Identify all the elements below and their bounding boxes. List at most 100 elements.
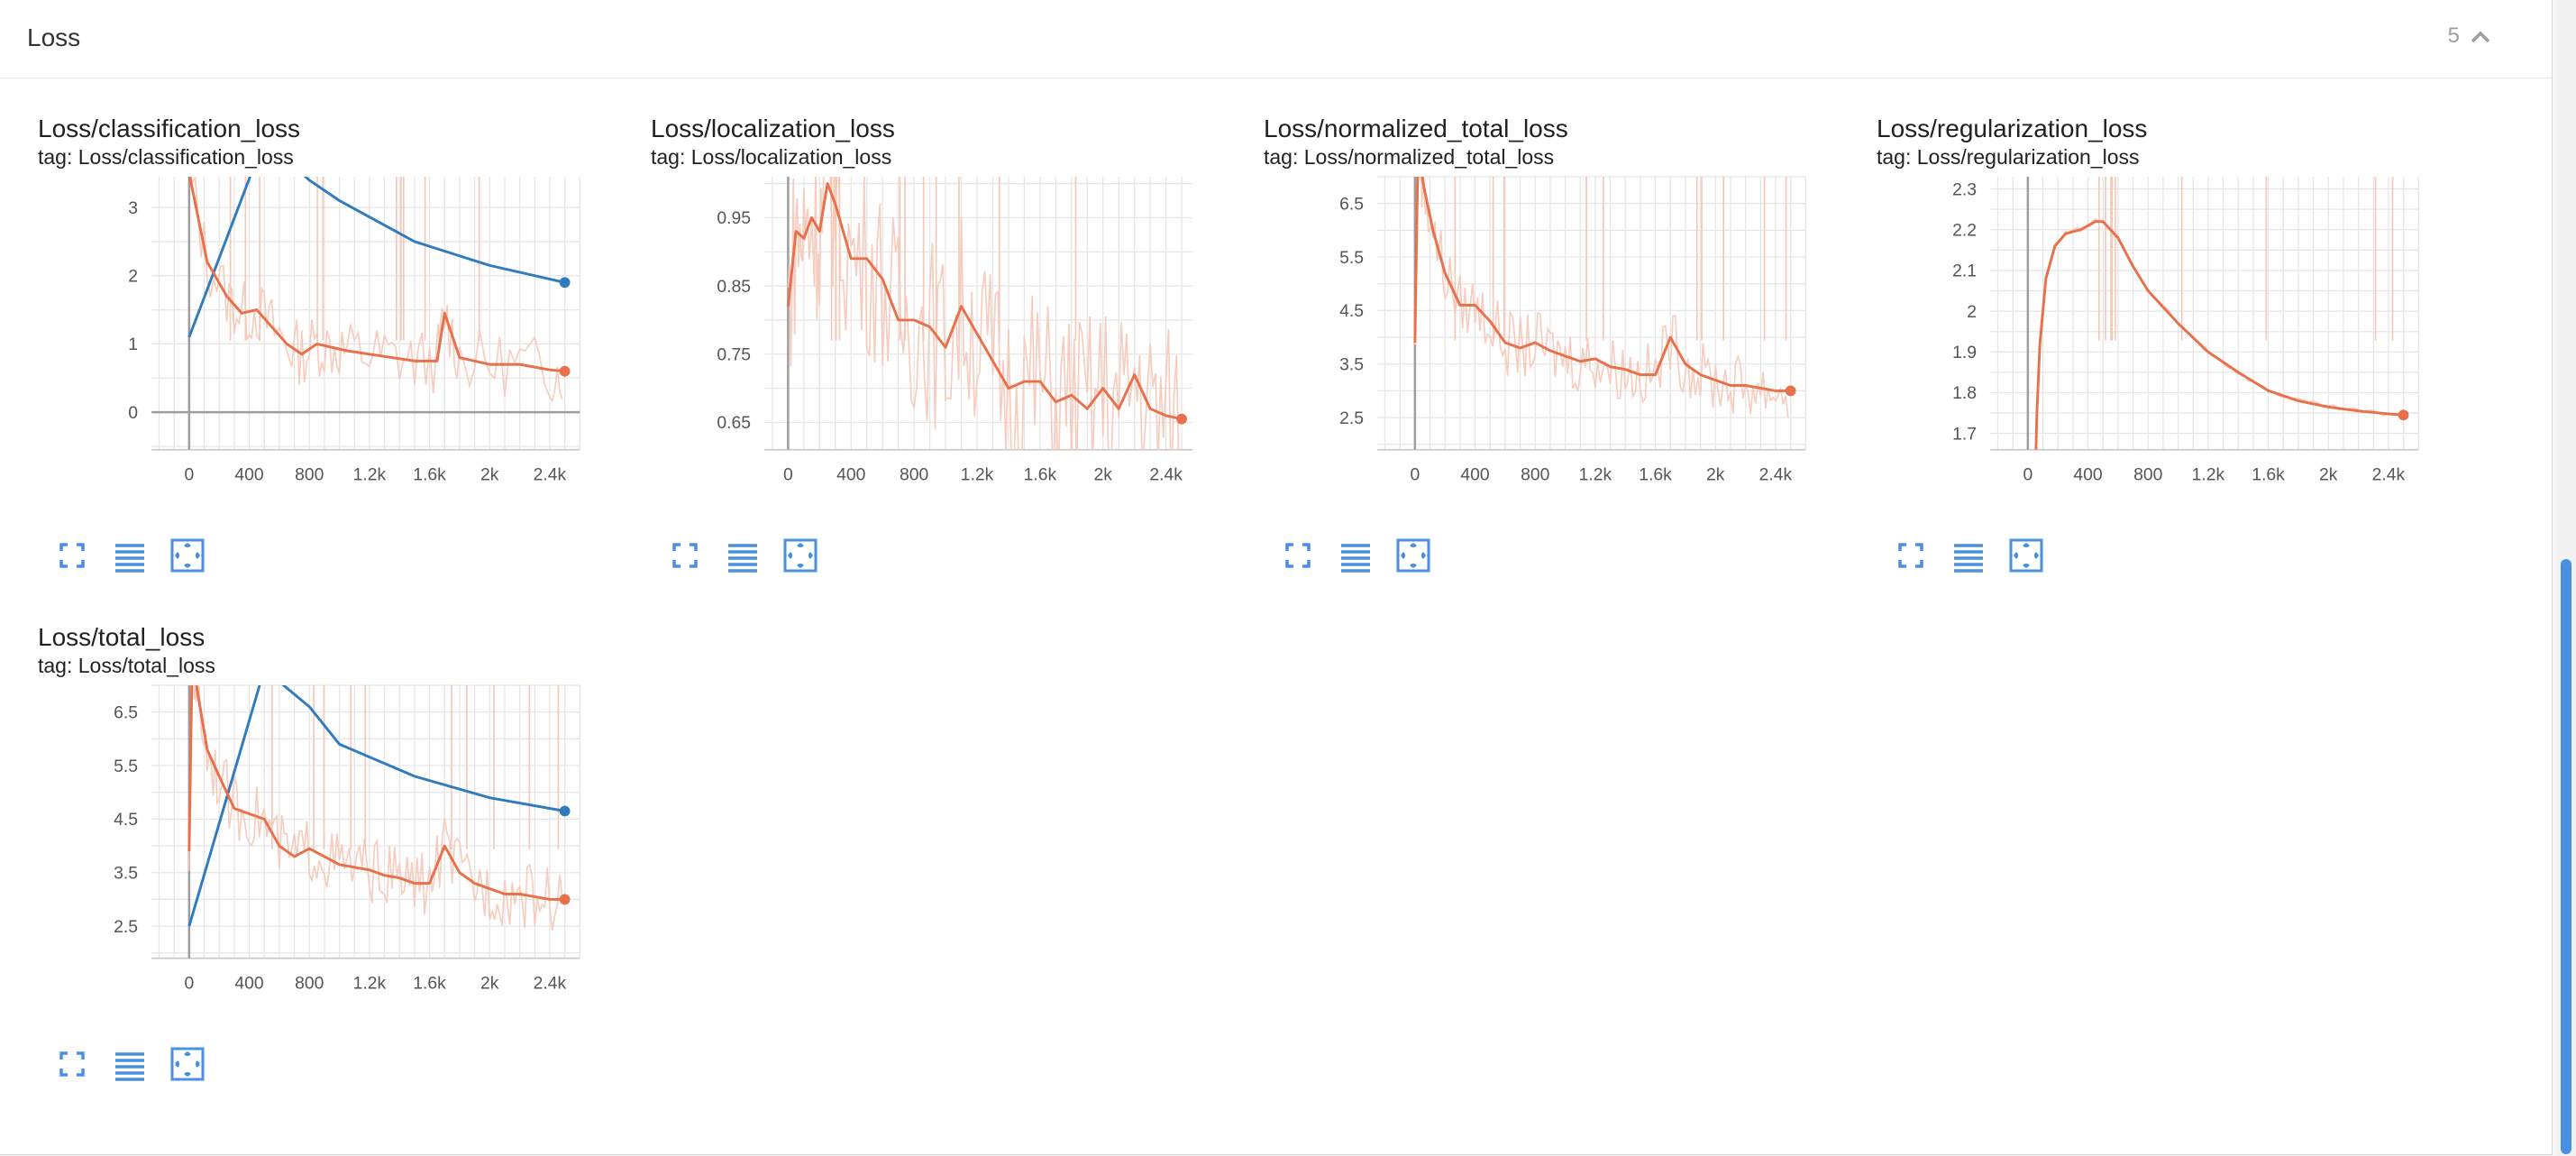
x-tick-label: 800	[1521, 464, 1549, 484]
plot-area	[2034, 177, 2404, 450]
smoothed-series-line	[2034, 220, 2404, 450]
x-tick-label: 1.2k	[353, 973, 387, 993]
list-icon[interactable]	[1338, 537, 1374, 573]
x-tick-label: 2.4k	[1149, 464, 1183, 484]
chart-regularization-loss[interactable]: 0 400 800 1.2k 1.6k 2k 2.4k 1.7 1.8 1.9 2 2.1 2.2 2.3	[1866, 177, 2479, 510]
fit-domain-icon[interactable]	[169, 537, 206, 573]
x-tick-label: 0	[184, 464, 194, 484]
y-tick-label: 4.5	[114, 810, 138, 830]
smoothed-series-line	[786, 182, 1183, 421]
x-tick-label: 2.4k	[534, 973, 567, 993]
x-tick-label: 800	[900, 464, 928, 484]
chart-panel-regularization-loss: Loss/regularization_loss tag: Loss/regul…	[1866, 114, 2479, 592]
x-tick-label: 0	[1410, 464, 1420, 484]
x-tick-label: 1.2k	[1579, 464, 1612, 484]
chart-panel-localization-loss: Loss/localization_loss tag: Loss/localiz…	[640, 114, 1253, 592]
x-tick-label: 0	[783, 464, 793, 484]
fit-domain-icon[interactable]	[1395, 537, 1431, 573]
chart-panel-classification-loss: Loss/classification_loss tag: Loss/class…	[27, 114, 640, 592]
y-tick-label: 0.95	[717, 208, 751, 228]
blue-series-end-point	[559, 277, 571, 289]
x-tick-label: 2k	[480, 973, 499, 993]
y-tick-label: 3	[128, 198, 138, 218]
chart-localization-loss[interactable]: 0 400 800 1.2k 1.6k 2k 2.4k 0.65 0.75 0.85 0.95	[640, 177, 1253, 510]
y-tick-label: 1.9	[1952, 343, 1977, 362]
chart-tag: tag: Loss/classification_loss	[38, 145, 294, 169]
smoothed-series-line	[188, 177, 565, 373]
fullscreen-icon[interactable]	[54, 1046, 90, 1082]
smoothed-series-line	[1413, 177, 1791, 392]
fit-domain-icon[interactable]	[782, 537, 818, 573]
smoothed-series-end-point	[2398, 409, 2409, 421]
chart-title: Loss/classification_loss	[38, 115, 301, 142]
section-header[interactable]: Loss 5	[0, 0, 2552, 78]
blue-series-line	[187, 685, 565, 927]
x-tick-label: 800	[2133, 464, 2162, 484]
y-tick-label: 2.5	[1339, 408, 1364, 428]
x-tick-label: 2k	[480, 464, 499, 484]
x-tick-label: 0	[184, 973, 194, 993]
scrollbar-thumb[interactable]	[2561, 559, 2571, 1154]
x-tick-label: 1.6k	[1024, 464, 1057, 484]
fit-domain-icon[interactable]	[2008, 537, 2044, 573]
y-tick-label: 6.5	[114, 702, 138, 722]
x-tick-label: 2.4k	[534, 464, 567, 484]
x-tick-label: 2k	[2319, 464, 2338, 484]
x-tick-label: 2.4k	[2372, 464, 2406, 484]
raw-series-line	[787, 177, 1180, 450]
plot-area	[187, 177, 565, 404]
y-tick-label: 2.2	[1952, 220, 1977, 240]
y-tick-label: 1.7	[1952, 424, 1977, 444]
chevron-up-icon[interactable]	[2465, 22, 2496, 52]
smoothed-series-end-point	[559, 365, 571, 377]
y-tick-label: 3.5	[1339, 354, 1364, 374]
fullscreen-icon[interactable]	[54, 537, 90, 573]
section-count: 5	[2447, 23, 2460, 48]
chart-tag: tag: Loss/localization_loss	[651, 145, 892, 169]
raw-series-line	[188, 685, 563, 931]
y-tick-label: 6.5	[1339, 194, 1364, 214]
plot-area	[187, 685, 565, 931]
y-tick-label: 0	[128, 403, 138, 423]
chart-title: Loss/localization_loss	[651, 115, 895, 142]
section-title: Loss	[27, 23, 81, 51]
x-tick-label: 400	[836, 464, 865, 484]
chart-panel-normalized-total-loss: Loss/normalized_total_loss tag: Loss/nor…	[1253, 114, 1866, 592]
list-icon[interactable]	[112, 1046, 148, 1082]
x-tick-label: 400	[2073, 464, 2102, 484]
chart-title: Loss/regularization_loss	[1877, 115, 2148, 142]
chart-total-loss[interactable]: 0 400 800 1.2k 1.6k 2k 2.4k 2.5 3.5 4.5 5.5 6.5	[27, 684, 640, 1019]
chart-panel-total-loss: Loss/total_loss tag: Loss/total_loss 0 40…	[27, 622, 640, 1100]
x-tick-label: 2.4k	[1759, 464, 1793, 484]
fullscreen-icon[interactable]	[667, 537, 703, 573]
y-tick-label: 1	[128, 335, 138, 354]
x-tick-label: 1.6k	[1639, 464, 1672, 484]
x-tick-label: 2k	[1094, 464, 1113, 484]
list-icon[interactable]	[725, 537, 761, 573]
y-tick-label: 5.5	[114, 757, 138, 776]
x-tick-label: 0	[2023, 464, 2032, 484]
list-icon[interactable]	[112, 537, 148, 573]
smoothed-series-end-point	[559, 894, 571, 905]
y-tick-label: 0.75	[717, 345, 751, 365]
chart-normalized-total-loss[interactable]: 0 400 800 1.2k 1.6k 2k 2.4k 2.5 3.5 4.5 5.5 6.5	[1253, 176, 1866, 510]
fullscreen-icon[interactable]	[1280, 537, 1316, 573]
chart-title: Loss/normalized_total_loss	[1264, 115, 1568, 142]
blue-raw-line	[188, 685, 565, 927]
list-icon[interactable]	[1950, 537, 1987, 573]
fullscreen-icon[interactable]	[1893, 537, 1929, 573]
chart-title: Loss/total_loss	[38, 623, 206, 651]
blue-series-line	[187, 177, 565, 338]
x-tick-label: 1.6k	[413, 973, 446, 993]
fit-domain-icon[interactable]	[169, 1046, 206, 1082]
y-tick-label: 0.85	[717, 277, 751, 297]
chart-classification-loss[interactable]: 0 400 800 1.2k 1.6k 2k 2.4k 0 1 2 3	[27, 177, 640, 510]
y-tick-label: 4.5	[1339, 301, 1364, 321]
plot-area	[1413, 177, 1791, 418]
y-tick-label: 2.5	[114, 917, 138, 937]
smoothed-series-end-point	[1785, 385, 1796, 397]
y-tick-label: 2.3	[1952, 179, 1977, 199]
x-tick-label: 800	[295, 973, 324, 993]
x-tick-label: 1.2k	[353, 464, 387, 484]
